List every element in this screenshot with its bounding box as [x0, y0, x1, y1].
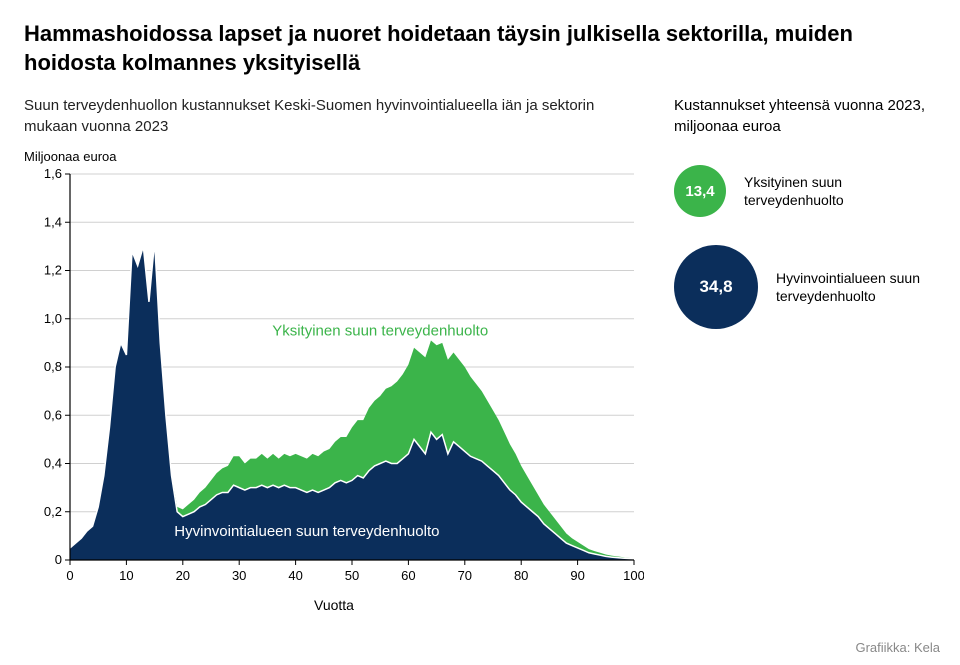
x-axis-title: Vuotta: [24, 597, 644, 613]
legend-bubble: 13,4: [674, 165, 726, 217]
legend-bubble: 34,8: [674, 245, 758, 329]
chart-subtitle: Suun terveydenhuollon kustannukset Keski…: [24, 95, 644, 137]
svg-text:0: 0: [66, 568, 73, 583]
svg-text:1,6: 1,6: [44, 168, 62, 181]
credit-text: Grafiikka: Kela: [855, 640, 940, 655]
chart-area: 0 0,2 0,4 0,6 0,8 1,0 1,2 1,4 1,6 0 10 20 30 40 50 60 70…: [24, 168, 644, 593]
legend-label: Hyvinvointialueen suun terveydenhuolto: [776, 269, 936, 305]
svg-text:70: 70: [458, 568, 472, 583]
svg-text:0: 0: [55, 552, 62, 567]
area-chart-svg: 0 0,2 0,4 0,6 0,8 1,0 1,2 1,4 1,6 0 10 20 30 40 50 60 70…: [24, 168, 644, 588]
svg-text:50: 50: [345, 568, 359, 583]
svg-text:100: 100: [623, 568, 644, 583]
svg-text:1,4: 1,4: [44, 214, 62, 229]
svg-text:0,4: 0,4: [44, 456, 62, 471]
chart-column: Suun terveydenhuollon kustannukset Keski…: [24, 95, 644, 613]
svg-text:60: 60: [401, 568, 415, 583]
svg-text:0,2: 0,2: [44, 504, 62, 519]
legend-item: 34,8 Hyvinvointialueen suun terveydenhuol…: [674, 245, 936, 329]
y-axis-title: Miljoonaa euroa: [24, 149, 644, 164]
content-row: Suun terveydenhuollon kustannukset Keski…: [24, 95, 936, 613]
legend-label: Yksityinen suun terveydenhuolto: [744, 173, 936, 209]
svg-text:40: 40: [288, 568, 302, 583]
svg-text:10: 10: [119, 568, 133, 583]
main-title: Hammashoidossa lapset ja nuoret hoidetaa…: [24, 20, 936, 77]
svg-text:1,2: 1,2: [44, 263, 62, 278]
legend-column: Kustannukset yhteensä vuonna 2023, miljo…: [674, 95, 936, 613]
svg-text:30: 30: [232, 568, 246, 583]
legend-items: 13,4 Yksityinen suun terveydenhuolto 34,8 H…: [674, 165, 936, 329]
svg-text:Hyvinvointialueen suun terveyd: Hyvinvointialueen suun terveydenhuolto: [174, 523, 439, 540]
svg-text:20: 20: [176, 568, 190, 583]
svg-text:0,8: 0,8: [44, 359, 62, 374]
svg-text:1,0: 1,0: [44, 311, 62, 326]
svg-text:0,6: 0,6: [44, 407, 62, 422]
svg-text:90: 90: [570, 568, 584, 583]
svg-text:Yksityinen suun terveydenhuolt: Yksityinen suun terveydenhuolto: [272, 323, 488, 340]
svg-text:80: 80: [514, 568, 528, 583]
legend-item: 13,4 Yksityinen suun terveydenhuolto: [674, 165, 936, 217]
legend-title: Kustannukset yhteensä vuonna 2023, miljo…: [674, 95, 936, 137]
